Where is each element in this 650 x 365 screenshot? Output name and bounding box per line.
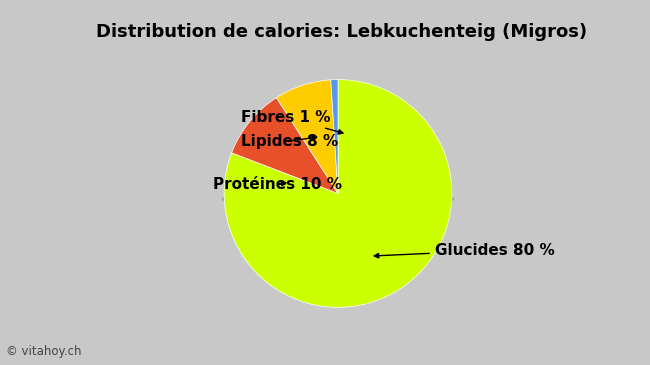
- Text: Protéines 10 %: Protéines 10 %: [213, 177, 342, 192]
- Text: Glucides 80 %: Glucides 80 %: [374, 243, 554, 258]
- Wedge shape: [331, 80, 338, 193]
- Ellipse shape: [221, 189, 455, 210]
- Wedge shape: [231, 98, 338, 193]
- Wedge shape: [276, 80, 338, 193]
- Text: Distribution de calories: Lebkuchenteig (Migros): Distribution de calories: Lebkuchenteig …: [96, 23, 587, 41]
- Text: Lipides 8 %: Lipides 8 %: [241, 134, 339, 149]
- Text: © vitahoy.ch: © vitahoy.ch: [6, 345, 82, 358]
- Text: Fibres 1 %: Fibres 1 %: [241, 110, 343, 134]
- Wedge shape: [224, 80, 452, 307]
